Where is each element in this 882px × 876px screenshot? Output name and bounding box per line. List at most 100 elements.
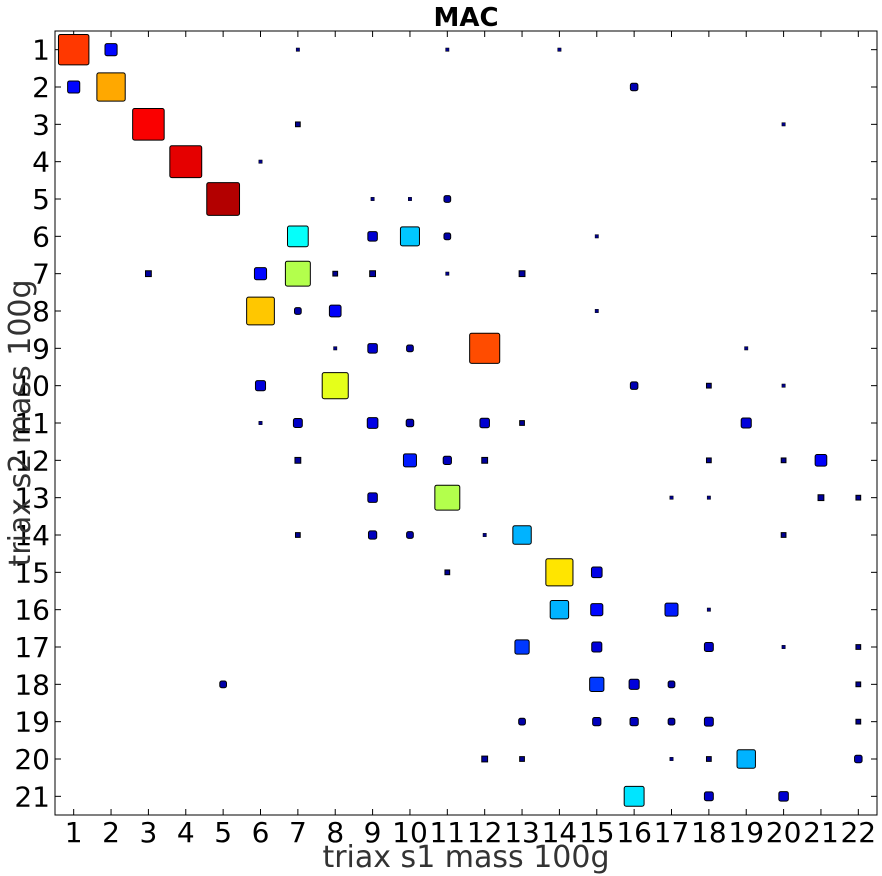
mac-square	[591, 641, 603, 653]
mac-square	[545, 558, 574, 587]
mac-square	[706, 607, 711, 612]
mac-square	[367, 530, 378, 540]
mac-square	[286, 225, 309, 248]
x-tick-label: 11	[429, 816, 465, 849]
mac-square	[814, 454, 828, 467]
mac-square	[294, 456, 302, 464]
axis-ticks	[55, 31, 877, 815]
mac-square	[512, 525, 532, 545]
mac-square	[628, 678, 640, 690]
mac-square	[705, 382, 712, 389]
mac-square	[294, 121, 301, 128]
x-tick-label: 1	[65, 816, 83, 849]
y-tick-label: 7	[32, 258, 50, 291]
mac-square	[445, 47, 450, 52]
mac-square	[399, 226, 420, 247]
mac-square	[669, 757, 674, 761]
x-tick-label: 13	[504, 816, 540, 849]
x-tick-label: 16	[616, 816, 652, 849]
mac-square	[549, 599, 570, 620]
mac-square	[258, 421, 263, 425]
mac-square	[854, 754, 863, 764]
mac-square	[781, 122, 786, 127]
y-tick-label: 13	[14, 482, 50, 515]
mac-square	[705, 457, 712, 464]
mac-square	[258, 159, 263, 164]
mac-square	[590, 566, 603, 579]
mac-square	[443, 195, 452, 203]
mac-square	[703, 716, 714, 727]
mac-square	[67, 80, 81, 94]
mac-square	[366, 417, 379, 429]
mac-square	[132, 108, 165, 141]
x-tick-label: 15	[579, 816, 615, 849]
mac-square	[623, 785, 645, 807]
y-tick-label: 12	[14, 444, 50, 477]
mac-square	[780, 532, 787, 538]
mac-square	[442, 455, 452, 465]
mac-square	[481, 456, 489, 464]
mac-square	[284, 260, 311, 287]
mac-square	[482, 533, 487, 537]
y-tick-label: 9	[32, 332, 50, 365]
mac-square	[254, 380, 267, 392]
mac-square	[744, 346, 749, 351]
y-tick-label: 19	[14, 706, 50, 739]
x-tick-label: 17	[654, 816, 690, 849]
mac-square	[405, 418, 415, 428]
x-tick-labels: 1 2 3 4 5 6 7 8 9 10 11 12 13 14 15 16 17 18 19 20 21 22	[65, 816, 876, 849]
mac-square	[408, 197, 412, 201]
x-tick-label: 20	[766, 816, 802, 849]
mac-square	[434, 484, 461, 511]
y-tick-label: 1	[32, 34, 50, 67]
y-axis-label: triax s2 mass 100g	[3, 279, 38, 566]
y-tick-label: 3	[32, 108, 50, 141]
x-tick-label: 4	[177, 816, 195, 849]
mac-square	[444, 569, 451, 576]
chart-title: MAC	[433, 3, 498, 33]
mac-square	[369, 270, 377, 278]
mac-square	[664, 602, 679, 617]
mac-square	[703, 642, 714, 652]
x-tick-label: 14	[542, 816, 578, 849]
mac-square	[246, 296, 275, 326]
mac-square	[519, 420, 525, 426]
mac-square	[855, 718, 862, 725]
mac-square	[594, 309, 599, 313]
mac-square	[855, 494, 862, 501]
mac-square	[519, 756, 525, 762]
x-tick-label: 22	[840, 816, 876, 849]
x-tick-label: 8	[326, 816, 344, 849]
mac-square	[855, 681, 862, 688]
x-tick-label: 7	[289, 816, 307, 849]
y-tick-label: 8	[32, 295, 50, 328]
y-tick-label: 16	[14, 594, 50, 627]
mac-square	[332, 270, 339, 277]
mac-square	[367, 492, 378, 503]
mac-square	[445, 271, 450, 276]
mac-square	[855, 644, 862, 650]
mac-square	[57, 33, 90, 66]
mac-square	[518, 717, 526, 726]
mac-square	[253, 267, 268, 281]
mac-square	[96, 72, 126, 102]
mac-square	[321, 372, 349, 400]
x-tick-label: 12	[467, 816, 503, 849]
mac-square	[817, 494, 825, 502]
mac-square	[592, 717, 602, 727]
mac-square	[780, 457, 787, 464]
mac-square	[706, 495, 711, 500]
x-tick-label: 5	[214, 816, 232, 849]
mac-square	[294, 532, 301, 538]
x-tick-label: 6	[252, 816, 270, 849]
x-axis-label: triax s1 mass 100g	[322, 840, 609, 875]
mac-square	[367, 343, 378, 354]
y-tick-label: 20	[14, 743, 50, 776]
mac-square	[292, 418, 303, 428]
x-tick-label: 3	[139, 816, 157, 849]
y-tick-label: 5	[32, 183, 50, 216]
mac-square	[705, 756, 712, 762]
x-tick-label: 19	[728, 816, 764, 849]
mac-square	[402, 453, 417, 468]
